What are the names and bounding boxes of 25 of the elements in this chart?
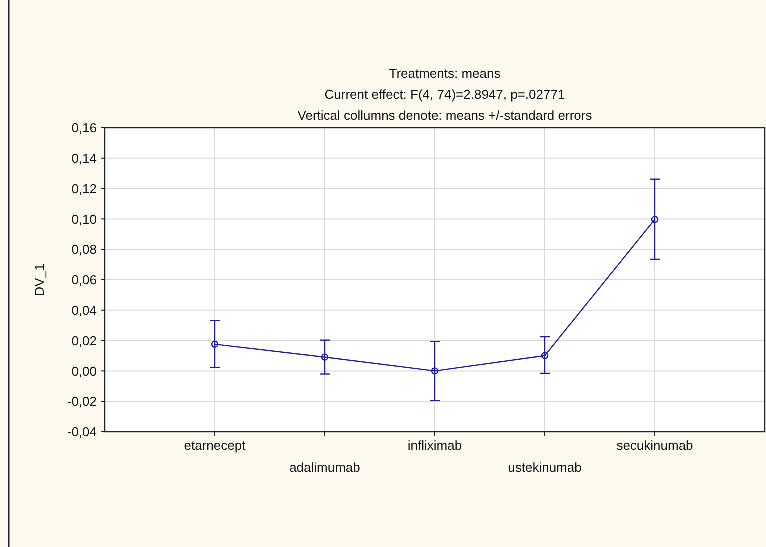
y-tick-label: -0,04 [67,424,97,440]
point [651,216,659,224]
point [431,368,439,375]
chart-title: Treatments: means [389,66,502,81]
y-tick-label: 0,06 [72,272,97,288]
y-axis-title: DV_1 [32,264,47,296]
x-tick-label: etarnecept [184,438,246,453]
y-tick-label: 0,04 [72,302,97,318]
y-tick-label: 0,08 [72,242,97,258]
y-tick-label: 0,12 [72,181,97,196]
point [541,352,549,360]
y-tick-label: 0,10 [72,212,97,227]
y-tick-label: -0,02 [67,394,97,410]
y-tick-label: 0,16 [72,120,97,136]
x-tick-label: infliximab [408,438,462,453]
x-tick-label: adalimumab [290,460,360,475]
y-tick-label: 0,14 [72,150,97,166]
y-tick-label: 0,02 [72,333,97,348]
chart-subtitle: Current effect: F(4, 74)=2.8947, p=.02771 [324,87,566,102]
x-tick-label: secukinumab [616,438,694,453]
point [211,340,219,348]
y-tick-label: 0,00 [72,364,97,379]
x-tick-label: ustekinumab [508,460,582,475]
point [321,354,329,361]
text: Vertical collumns denote: means +/-standard errors [298,108,593,123]
